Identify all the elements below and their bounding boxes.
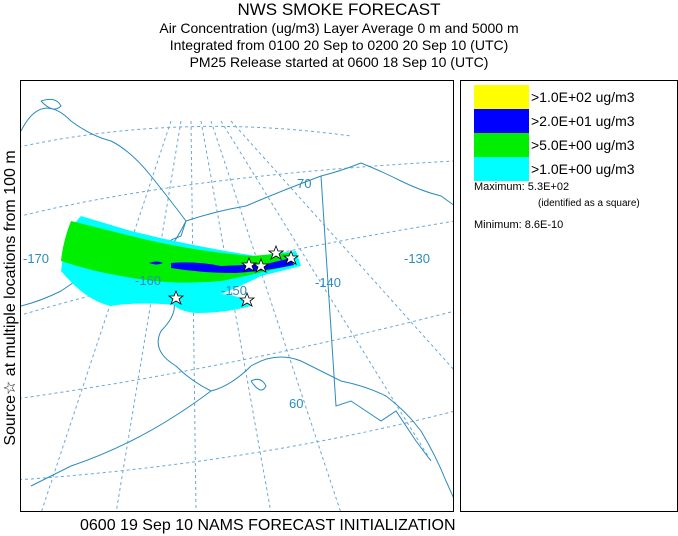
source-star-4 <box>252 257 270 273</box>
source-label-text: Source☆ at multiple locations from 100 m <box>2 150 19 446</box>
meridian-140 <box>210 120 341 511</box>
alaska-north-coast <box>185 162 453 222</box>
legend-swatch-cyan <box>474 157 529 181</box>
legend-swatch-yellow <box>474 85 529 109</box>
parallel-55 <box>21 410 453 481</box>
plume-band-3b <box>149 261 163 265</box>
source-star-1 <box>267 244 285 260</box>
meridian-160 <box>190 120 197 511</box>
wrangel-island <box>40 98 62 110</box>
source-star-3 <box>240 256 258 272</box>
meridian-170 <box>115 120 182 511</box>
lon-label-150: -150 <box>221 283 247 298</box>
meridian-130 <box>220 120 432 462</box>
lat-label-70: 70 <box>297 176 311 191</box>
meridian-180 <box>41 120 172 511</box>
maximum-value: Maximum: 5.3E+02 <box>474 181 570 193</box>
lat-label-60: 60 <box>289 396 303 411</box>
title-block: NWS SMOKE FORECAST Air Concentration (ug… <box>0 0 678 71</box>
legend-label-1: >1.0E+02 ug/m3 <box>531 89 635 105</box>
alaska-south-coast <box>210 356 453 498</box>
meridian-120 <box>230 120 453 370</box>
map-canvas: -170 -160 -150 -140 -130 70 60 <box>21 98 453 511</box>
subtitle-concentration: Air Concentration (ug/m3) Layer Average … <box>159 20 519 36</box>
legend-label-3: >5.0E+00 ug/m3 <box>531 137 635 153</box>
source-star-6 <box>238 291 256 307</box>
lon-label-130: -130 <box>404 251 430 266</box>
main-title: NWS SMOKE FORECAST <box>237 0 441 19</box>
forecast-initialization: 0600 19 Sep 10 NAMS FORECAST INITIALIZAT… <box>80 517 456 534</box>
legend-label-4: >1.0E+00 ug/m3 <box>531 161 635 177</box>
lon-label-140: -140 <box>315 275 341 290</box>
legend-swatch-blue <box>474 109 529 133</box>
subtitle-release: PM25 Release started at 0600 18 Sep 10 (… <box>189 54 489 70</box>
smoke-plume <box>61 216 301 313</box>
source-star-5 <box>167 289 185 305</box>
aleutian-chain <box>30 390 212 487</box>
legend-label-2: >2.0E+01 ug/m3 <box>531 113 635 129</box>
plume-band-1b <box>171 292 251 313</box>
minimum-value: Minimum: 8.6E-10 <box>474 219 564 231</box>
source-markers <box>167 244 300 307</box>
forecast-map: -170 -160 -150 -140 -130 70 60 <box>20 80 454 512</box>
source-star-2 <box>282 249 300 265</box>
legend-swatch-green <box>474 133 529 157</box>
lon-label-160: -160 <box>135 273 161 288</box>
maximum-note: (identified as a square) <box>538 198 640 209</box>
source-label: Source☆ at multiple locations from 100 m <box>0 80 20 516</box>
canada-border <box>320 175 432 462</box>
subtitle-integration: Integrated from 0100 20 Sep to 0200 20 S… <box>169 37 509 53</box>
kodiak-island <box>250 378 267 391</box>
legend-panel: >1.0E+02 ug/m3 >2.0E+01 ug/m3 >5.0E+00 u… <box>460 80 678 512</box>
parallel-75 <box>21 125 352 148</box>
parallel-60 <box>21 310 453 399</box>
lon-label-170: -170 <box>23 251 49 266</box>
parallel-70 <box>21 160 453 217</box>
meridian-150 <box>200 120 272 511</box>
